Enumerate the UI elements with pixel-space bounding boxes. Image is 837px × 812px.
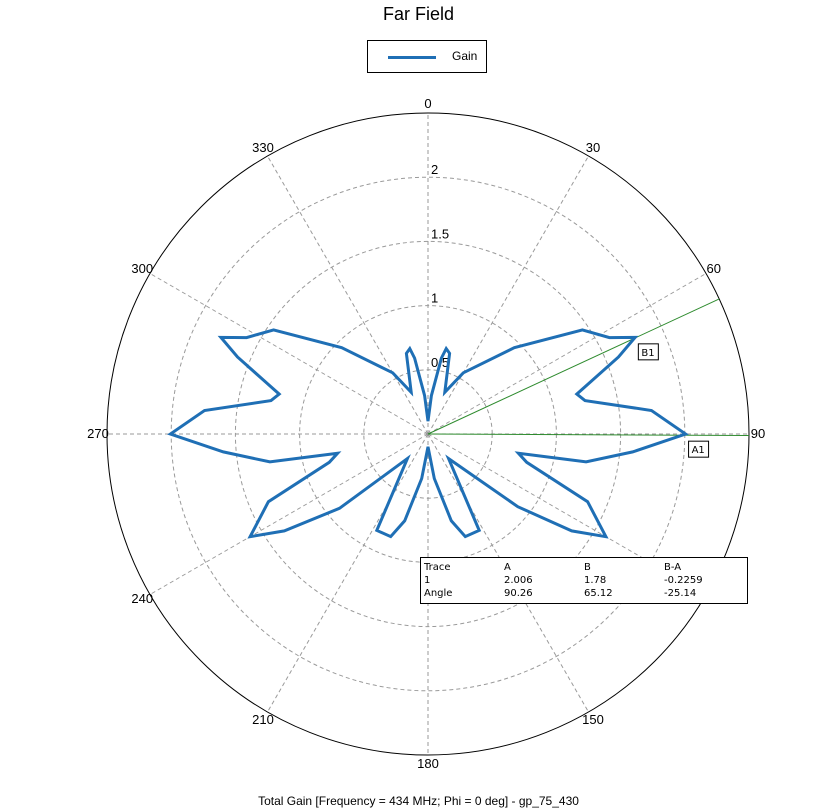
marker-label-a1: A1 xyxy=(692,445,705,456)
angular-grid-spoke xyxy=(267,155,429,435)
marker-line-a1 xyxy=(427,433,749,436)
polar-outer-boundary xyxy=(106,112,750,756)
legend-label-gain: Gain xyxy=(452,49,478,63)
readout-cell: 1.78 xyxy=(584,575,607,586)
angular-grid-spoke xyxy=(427,273,707,435)
angular-grid-spoke xyxy=(427,155,589,435)
series-line-gain xyxy=(167,328,689,539)
marker-readout-table: Trace A B B-A 1 2.006 1.78 -0.2259 Angle… xyxy=(420,557,748,604)
angular-grid-spoke xyxy=(149,433,429,595)
readout-header-row: Trace A B B-A xyxy=(424,561,744,574)
marker-label-b1: B1 xyxy=(641,348,654,359)
angle-tick-label: 150 xyxy=(582,712,604,727)
readout-cell: Angle xyxy=(424,588,453,599)
radial-tick-label: 1 xyxy=(431,291,438,306)
readout-row-angle: Angle 90.26 65.12 -25.14 xyxy=(424,587,744,600)
marker-line-b1 xyxy=(427,298,720,435)
marker-label-box-a1 xyxy=(688,440,710,458)
angle-tick-label: 240 xyxy=(131,591,153,606)
angular-grid-spoke xyxy=(149,273,429,435)
readout-cell: 1 xyxy=(424,575,431,586)
chart-footer: Total Gain [Frequency = 434 MHz; Phi = 0… xyxy=(258,794,579,808)
angle-tick-label: 180 xyxy=(417,756,439,771)
readout-cell: -25.14 xyxy=(664,588,697,599)
angular-grid-spoke xyxy=(267,433,429,713)
angle-tick-label: 210 xyxy=(252,712,274,727)
angular-grid-spoke xyxy=(427,433,589,713)
marker-label-box-b1 xyxy=(637,343,659,361)
readout-header-b: B xyxy=(584,562,591,573)
angle-tick-label: 90 xyxy=(751,426,765,441)
readout-header-a: A xyxy=(504,562,511,573)
radial-tick-label: 2 xyxy=(431,162,438,177)
readout-cell: -0.2259 xyxy=(664,575,703,586)
chart-title: Far Field xyxy=(382,4,454,24)
readout-header-b-minus-a: B-A xyxy=(664,562,682,573)
legend: Gain xyxy=(367,40,487,73)
readout-cell: 90.26 xyxy=(504,588,533,599)
angle-tick-label: 330 xyxy=(252,140,274,155)
angle-tick-label: 0 xyxy=(424,96,431,111)
readout-cell: 65.12 xyxy=(584,588,613,599)
angle-tick-label: 60 xyxy=(707,261,721,276)
readout-header-trace: Trace xyxy=(424,562,451,573)
angle-tick-label: 300 xyxy=(131,261,153,276)
readout-cell: 2.006 xyxy=(504,575,533,586)
angle-tick-label: 270 xyxy=(87,426,109,441)
legend-swatch-gain xyxy=(388,56,436,59)
angle-tick-label: 30 xyxy=(586,140,600,155)
radial-tick-label: 1.5 xyxy=(431,226,449,241)
readout-row-trace: 1 2.006 1.78 -0.2259 xyxy=(424,574,744,587)
polar-chart: 03060901201501802102402703003300.511.52A… xyxy=(87,96,765,771)
